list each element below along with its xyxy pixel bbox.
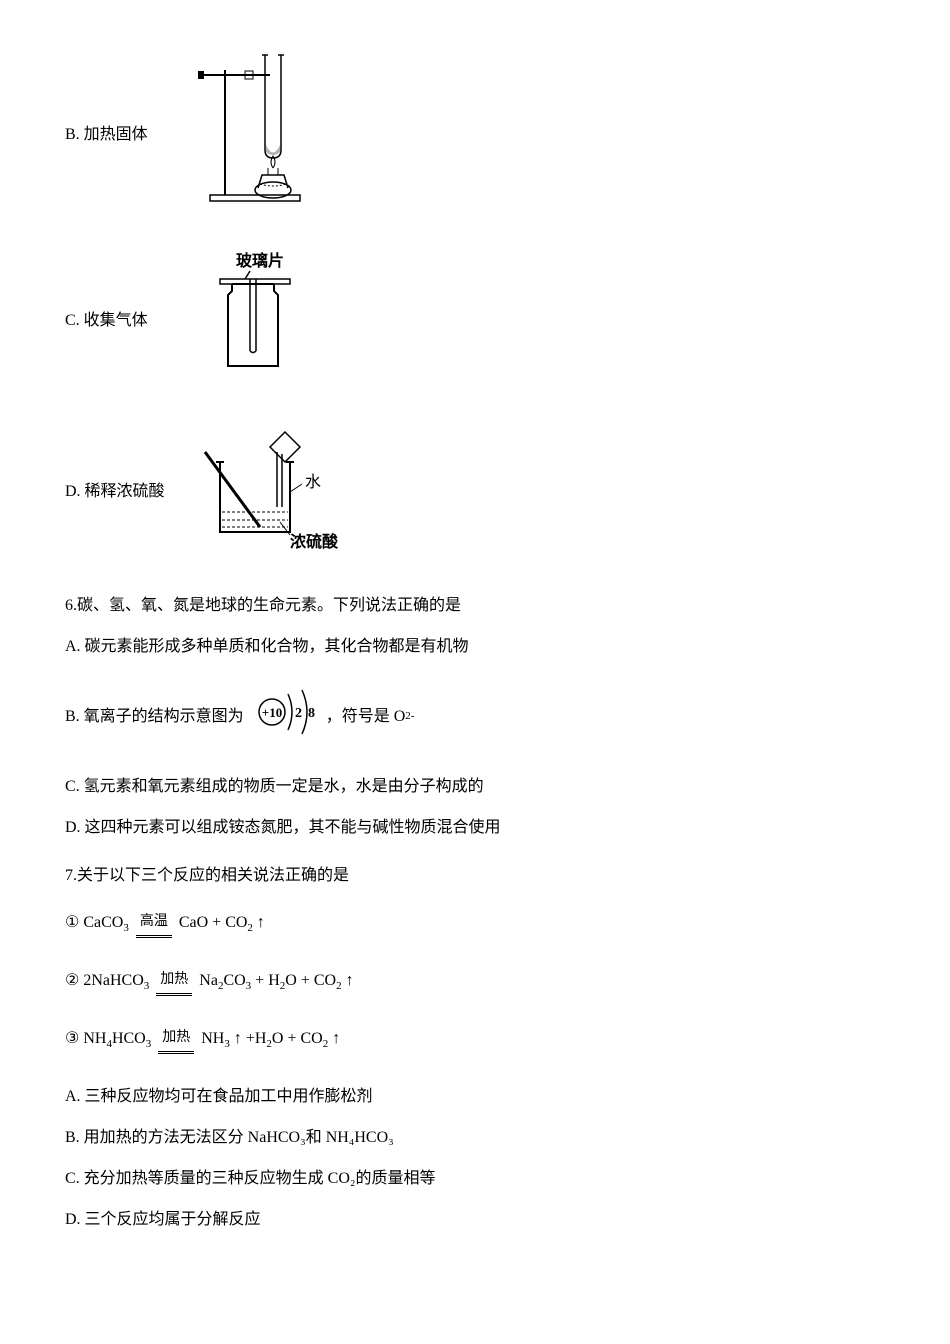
q6-b-sup: 2- — [405, 707, 414, 727]
eq3-l1: NH — [83, 1030, 106, 1047]
eq2-r2: CO — [223, 972, 245, 989]
eq2-rs4: 2 — [336, 980, 342, 992]
eq1-right-sub: 2 — [247, 922, 253, 934]
q7-eq2: ② 2NaHCO3 加热 Na2CO3 + H2O + CO2 ↑ — [65, 967, 885, 997]
eq3-ls2: 3 — [146, 1038, 152, 1050]
eq3-condition-block: 加热 — [158, 1025, 194, 1053]
eq2-num: ② — [65, 972, 79, 989]
acid-label: 浓硫酸 — [290, 532, 339, 551]
q6-option-c: C. 氢元素和氧元素组成的物质一定是水，水是由分子构成的 — [65, 773, 885, 802]
eq1-right: CaO + CO — [179, 914, 248, 931]
q6-b-pre: B. 氧离子的结构示意图为 — [65, 703, 244, 732]
q5-option-c: C. 收集气体 玻璃片 — [65, 251, 885, 392]
glass-plate-label: 玻璃片 — [236, 251, 284, 270]
q6-option-a: A. 碳元素能形成多种单质和化合物，其化合物都是有机物 — [65, 633, 885, 662]
eq1-arrow: ↑ — [257, 914, 265, 931]
eq2-condition-block: 加热 — [156, 967, 192, 995]
eq2-left-sub: 3 — [144, 980, 150, 992]
q5-c-label: C. 收集气体 — [65, 307, 175, 336]
oxygen-ion-diagram: +10 2 8 — [250, 682, 320, 753]
q6-option-b: B. 氧离子的结构示意图为 +10 2 8 ，符号是 O2- — [65, 682, 885, 753]
q6-num: 6 — [65, 597, 73, 614]
eq3-cond: 加热 — [158, 1025, 194, 1050]
eq1-left-sub: 3 — [123, 922, 129, 934]
eq3-r3: O + CO — [272, 1030, 323, 1047]
q7-option-b: B. 用加热的方法无法区分 NaHCO₃和 NH₄HCO₃ — [65, 1124, 885, 1153]
q7-option-d: D. 三个反应均属于分解反应 — [65, 1206, 885, 1235]
eq3-arrow2: ↑ — [332, 1030, 340, 1047]
q5-option-b: B. 加热固体 — [65, 50, 885, 221]
gas-collection-diagram: 玻璃片 — [190, 251, 330, 392]
q7-num: 7 — [65, 867, 73, 884]
q7-eq1: ① CaCO3 高温 CaO + CO2 ↑ — [65, 909, 885, 939]
eq2-cond: 加热 — [156, 967, 192, 992]
eq1-left: CaCO — [83, 914, 123, 931]
shell1-value: 2 — [295, 706, 302, 721]
eq3-arrow1: ↑ — [234, 1030, 242, 1047]
q5-option-d: D. 稀释浓硫酸 水 浓硫酸 — [65, 422, 885, 563]
q6-stem-text: .碳、氢、氧、氮是地球的生命元素。下列说法正确的是 — [73, 597, 461, 614]
eq2-r3: + H — [251, 972, 280, 989]
eq3-rs1: 3 — [224, 1038, 230, 1050]
water-label: 水 — [305, 473, 321, 491]
q6-stem: 6.碳、氢、氧、氮是地球的生命元素。下列说法正确的是 — [65, 592, 885, 621]
eq3-rs3: 2 — [323, 1038, 329, 1050]
q7-option-c: C. 充分加热等质量的三种反应物生成 CO₂的质量相等 — [65, 1165, 885, 1194]
q7-eq3: ③ NH4HCO3 加热 NH3 ↑ +H2O + CO2 ↑ — [65, 1025, 885, 1055]
heating-solid-diagram — [190, 50, 330, 221]
q7-stem-text: .关于以下三个反应的相关说法正确的是 — [73, 867, 349, 884]
eq3-r1: NH — [201, 1030, 224, 1047]
dilute-acid-diagram: 水 浓硫酸 — [190, 422, 360, 563]
shell2-value: 8 — [308, 706, 315, 721]
eq2-r1: Na — [199, 972, 218, 989]
eq3-num: ③ — [65, 1030, 79, 1047]
eq1-cond: 高温 — [136, 909, 172, 934]
q5-b-label: B. 加热固体 — [65, 121, 175, 150]
q6-b-post: ，符号是 O — [326, 703, 406, 732]
eq2-left: 2NaHCO — [83, 972, 143, 989]
q7-option-a: A. 三种反应物均可在食品加工中用作膨松剂 — [65, 1083, 885, 1112]
eq1-condition-block: 高温 — [136, 909, 172, 937]
eq1-num: ① — [65, 914, 79, 931]
nucleus-value: +10 — [261, 705, 281, 720]
eq3-r2: +H — [242, 1030, 267, 1047]
eq2-r4: O + CO — [285, 972, 336, 989]
eq2-arrow: ↑ — [346, 972, 354, 989]
q6-option-d: D. 这四种元素可以组成铵态氮肥，其不能与碱性物质混合使用 — [65, 814, 885, 843]
q5-d-label: D. 稀释浓硫酸 — [65, 478, 175, 507]
q7-stem: 7.关于以下三个反应的相关说法正确的是 — [65, 862, 885, 891]
eq3-l2: HCO — [112, 1030, 146, 1047]
